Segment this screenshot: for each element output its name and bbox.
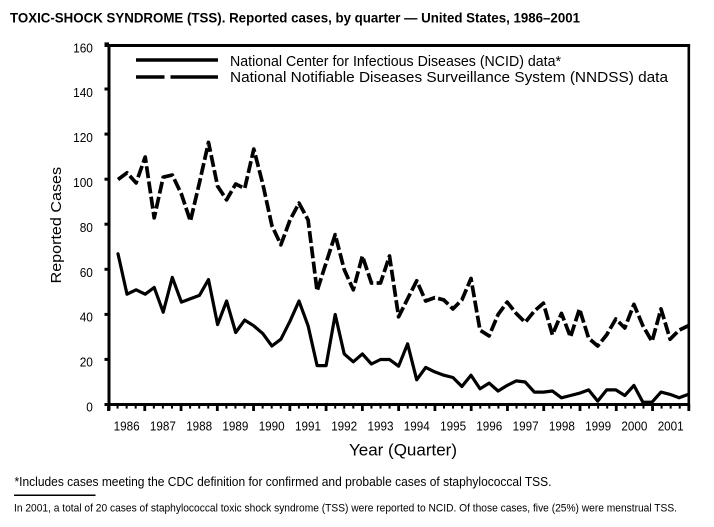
svg-text:1999: 1999 [585,419,611,434]
svg-text:80: 80 [80,221,93,235]
svg-text:1994: 1994 [404,419,430,434]
svg-text:1992: 1992 [331,419,357,434]
svg-text:TOXIC-SHOCK SYNDROME (TSS). Re: TOXIC-SHOCK SYNDROME (TSS). Reported cas… [10,10,580,26]
svg-text:1991: 1991 [295,419,321,434]
svg-text:20: 20 [80,356,93,370]
svg-text:2000: 2000 [621,419,647,434]
svg-text:1987: 1987 [150,419,176,434]
svg-text:2001: 2001 [658,419,684,434]
svg-text:1993: 1993 [368,419,394,434]
svg-text:40: 40 [80,311,93,325]
svg-text:1986: 1986 [114,419,140,434]
svg-text:120: 120 [73,131,93,145]
svg-text:1989: 1989 [222,419,248,434]
svg-text:1990: 1990 [259,419,285,434]
svg-text:National Notifiable Diseases S: National Notifiable Diseases Surveillanc… [230,69,669,86]
svg-text:Reported Cases: Reported Cases [48,167,65,284]
svg-text:60: 60 [80,266,93,280]
svg-text:1995: 1995 [440,419,466,434]
svg-text:100: 100 [73,176,93,190]
svg-text:1996: 1996 [476,419,502,434]
svg-text:140: 140 [73,86,93,100]
svg-text:National Center for Infectious: National Center for Infectious Diseases … [230,53,561,70]
svg-text:Year (Quarter): Year (Quarter) [349,442,457,460]
svg-text:160: 160 [73,41,93,55]
svg-text:1998: 1998 [549,419,575,434]
svg-text:In 2001, a total of 20 cases o: In 2001, a total of 20 cases of staphylo… [14,502,677,514]
svg-text:0: 0 [86,401,93,415]
svg-text:1997: 1997 [513,419,539,434]
svg-text:*Includes cases meeting the CD: *Includes cases meeting the CDC definiti… [15,475,552,489]
svg-text:1988: 1988 [186,419,212,434]
